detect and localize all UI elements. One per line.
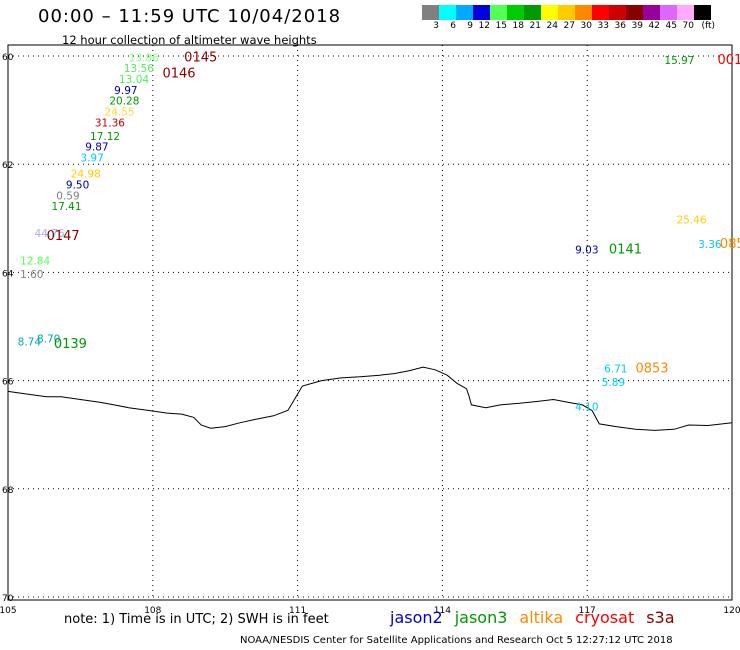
wave-height-label: 6.71 [604, 363, 627, 375]
wave-height-label: 24.55 [105, 107, 135, 119]
legend-swatch [694, 5, 711, 20]
legend-swatch [558, 5, 575, 20]
legend-label: 15 [495, 21, 507, 31]
credit-line: NOAA/NESDIS Center for Satellite Applica… [240, 635, 673, 646]
pass-time-label: 0145 [184, 50, 217, 65]
legend-label: 70 [682, 21, 694, 31]
y-tick-label: 68 [2, 486, 14, 496]
page-title: 00:00 – 11:59 UTC 10/04/2018 [38, 6, 342, 27]
y-tick-label: 60 [2, 53, 14, 63]
wave-height-label: 4.10 [575, 401, 598, 413]
legend-swatch [524, 5, 541, 20]
observation-labels: 13.8613.5613.049.9720.2824.5531.3617.129… [18, 52, 722, 413]
legend-label: 3 [433, 21, 439, 31]
satellite-name: s3a [646, 608, 675, 627]
wave-height-label: 9.97 [114, 85, 137, 97]
wave-height-label: 3.97 [80, 152, 103, 164]
y-tick-label: 66 [2, 378, 14, 388]
legend-label: 9 [467, 21, 473, 31]
satellite-name: altika [519, 608, 564, 627]
wave-height-label: 25.46 [676, 215, 706, 227]
wave-height-label: 13.56 [124, 63, 154, 75]
x-tick-label: 105 [0, 606, 17, 616]
coastline [7, 366, 733, 431]
legend-swatch [541, 5, 558, 20]
map-grid [8, 45, 732, 600]
legend-swatch [677, 5, 694, 20]
x-tick-label: 117 [579, 606, 596, 616]
legend-label: 21 [529, 21, 541, 31]
legend-label: 24 [546, 21, 558, 31]
pass-time-label: 0146 [162, 67, 195, 82]
x-tick-label: 108 [144, 606, 161, 616]
wave-height-label: 15.97 [664, 55, 694, 67]
x-tick-label: 111 [289, 606, 306, 616]
legend-swatch [507, 5, 524, 20]
legend-swatch [626, 5, 643, 20]
legend-swatch [609, 5, 626, 20]
wave-height-label: 13.04 [119, 74, 149, 86]
pass-time-label: 0853 [720, 237, 740, 252]
legend-label: 33 [597, 21, 609, 31]
map-border [7, 44, 733, 601]
legend-swatch [643, 5, 660, 20]
x-tick-label: 120 [723, 606, 740, 616]
wave-height-label: 24.98 [71, 169, 101, 181]
wave-height-label: 17.12 [90, 131, 120, 143]
wave-height-label: 9.87 [85, 142, 108, 154]
wave-height-label: 8.74 [18, 336, 42, 348]
wave-height-label: 3.36 [698, 239, 722, 251]
axis-ticks: 105 108 111 114 117 120 60 62 64 66 68 70 [0, 53, 740, 616]
legend-label: 18 [512, 21, 524, 31]
wave-height-label: 31.36 [95, 117, 125, 129]
legend-swatch [592, 5, 609, 20]
pass-time-label: 0139 [54, 337, 87, 352]
legend-label: 45 [665, 21, 677, 31]
wave-height-label: 20.28 [109, 96, 139, 108]
legend-swatch [660, 5, 677, 20]
wave-height-label: 8.70 [37, 334, 60, 346]
legend-label: 12 [478, 21, 490, 31]
wave-height-label: 9.50 [66, 180, 89, 192]
legend-label: 39 [631, 21, 643, 31]
wave-height-label: 12.84 [20, 255, 50, 267]
satellite-name: jason2 [390, 608, 443, 627]
page-subtitle: 12 hour collection of altimeter wave hei… [62, 33, 317, 47]
legend-swatch [575, 5, 592, 20]
legend-swatch [473, 5, 490, 20]
satellite-name: cryosat [575, 608, 635, 627]
wave-height-label: 17.41 [51, 201, 81, 213]
legend-label: (ft) [701, 21, 715, 31]
pass-time-label: 0853 [635, 361, 668, 376]
satellite-name: jason3 [454, 608, 508, 627]
wave-height-label: 5.89 [602, 377, 625, 389]
y-tick-label: 64 [2, 269, 14, 279]
wave-height-label: 0.59 [56, 190, 79, 202]
legend-label: 30 [580, 21, 592, 31]
satellite-legend: jason2 jason3 altika cryosat s3a [390, 608, 687, 627]
wave-height-label: 1.60 [20, 269, 43, 281]
legend-label: 36 [614, 21, 626, 31]
legend-swatch [490, 5, 507, 20]
pass-time-label: 0147 [47, 229, 80, 244]
wave-height-label: 44.76 [35, 228, 65, 240]
pass-labels: 0145 0146 0147 0139 0141 0011 0853 0853 [47, 50, 740, 376]
pass-time-label: 0141 [609, 242, 642, 257]
legend-label: 6 [450, 21, 456, 31]
color-legend [422, 5, 711, 20]
wave-height-label: 9.03 [575, 244, 598, 256]
wave-height-label: 13.86 [129, 52, 159, 64]
y-tick-label: 70 [2, 594, 14, 604]
pass-time-label: 0011 [718, 53, 740, 68]
x-tick-label: 114 [434, 606, 451, 616]
footer-note: note: 1) Time is in UTC; 2) SWH is in fe… [64, 612, 329, 627]
legend-swatch [422, 5, 439, 20]
y-tick-label: 62 [2, 161, 13, 171]
legend-label: 27 [563, 21, 575, 31]
legend-label: 42 [648, 21, 660, 31]
legend-swatch [456, 5, 473, 20]
map-frame [7, 44, 733, 601]
legend-swatch [439, 5, 456, 20]
